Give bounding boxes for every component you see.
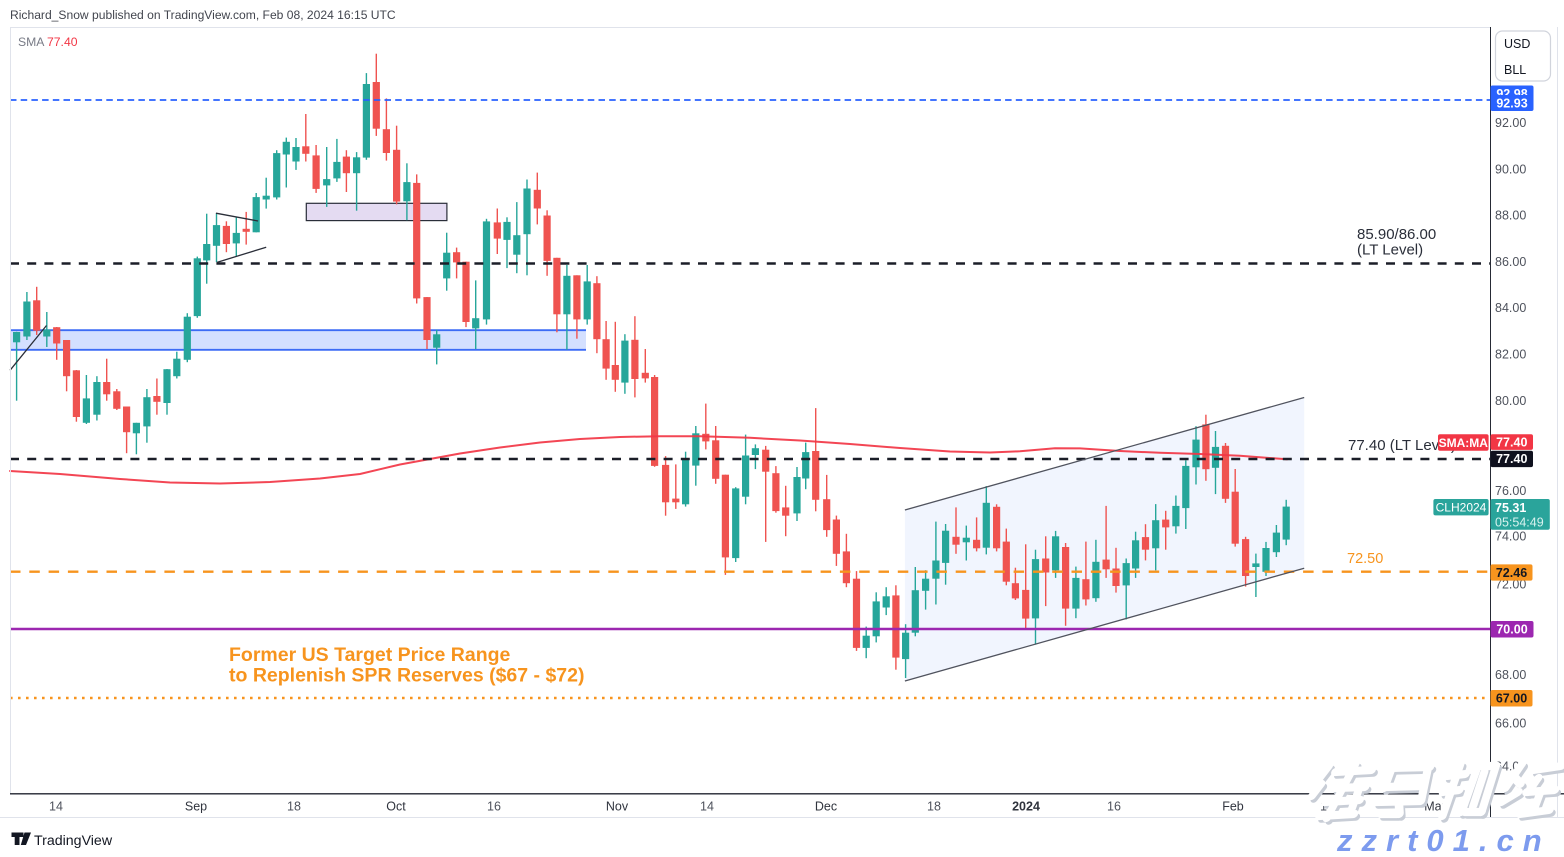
svg-text:2024: 2024 <box>1012 800 1040 814</box>
svg-text:72.00: 72.00 <box>1495 578 1526 592</box>
svg-text:18: 18 <box>927 800 941 814</box>
svg-text:SMA:MA: SMA:MA <box>1439 436 1489 450</box>
svg-text:92.93: 92.93 <box>1496 96 1527 110</box>
svg-text:67.00: 67.00 <box>1496 692 1527 706</box>
svg-text:Dec: Dec <box>815 800 837 814</box>
svg-text:72.46: 72.46 <box>1496 566 1527 580</box>
svg-text:77.40: 77.40 <box>1496 452 1527 466</box>
svg-text:77.40 (LT Level): 77.40 (LT Level) <box>1348 437 1456 454</box>
svg-text:86.00: 86.00 <box>1495 255 1526 269</box>
svg-text:68.00: 68.00 <box>1495 668 1526 682</box>
svg-text:Former US Target Price Range: Former US Target Price Range <box>229 644 511 666</box>
svg-text:88.00: 88.00 <box>1495 209 1526 223</box>
svg-text:82.00: 82.00 <box>1495 348 1526 362</box>
svg-text:84.00: 84.00 <box>1495 301 1526 315</box>
svg-text:74.00: 74.00 <box>1495 530 1526 544</box>
svg-text:BLL: BLL <box>1504 63 1526 77</box>
svg-text:18: 18 <box>287 800 301 814</box>
svg-text:TradingView: TradingView <box>34 833 113 849</box>
svg-text:70.00: 70.00 <box>1496 623 1527 637</box>
svg-text:Feb: Feb <box>1222 800 1244 814</box>
svg-text:77.40: 77.40 <box>47 35 78 49</box>
svg-text:76.00: 76.00 <box>1495 484 1526 498</box>
svg-text:90.00: 90.00 <box>1495 163 1526 177</box>
svg-text:Oct: Oct <box>386 800 406 814</box>
svg-text:72.50: 72.50 <box>1347 551 1383 567</box>
svg-text:05:54:49: 05:54:49 <box>1495 516 1544 530</box>
svg-text:80.00: 80.00 <box>1495 394 1526 408</box>
svg-text:92.00: 92.00 <box>1495 116 1526 130</box>
svg-text:77.40: 77.40 <box>1496 435 1527 449</box>
svg-text:USD: USD <box>1504 37 1530 51</box>
svg-text:Mar: Mar <box>1424 800 1446 814</box>
svg-text:14: 14 <box>49 800 63 814</box>
svg-text:14: 14 <box>700 800 714 814</box>
svg-text:16: 16 <box>487 800 501 814</box>
svg-text:66.00: 66.00 <box>1495 716 1526 730</box>
svg-text:16: 16 <box>1107 800 1121 814</box>
svg-text:to Replenish SPR Reserves ($67: to Replenish SPR Reserves ($67 - $72) <box>229 665 585 687</box>
svg-text:CLH2024: CLH2024 <box>1436 501 1487 515</box>
svg-text:Richard_Snow published on Trad: Richard_Snow published on TradingView.co… <box>10 8 396 22</box>
svg-text:zzrt01.cn: zzrt01.cn <box>1336 823 1551 857</box>
svg-text:SMA: SMA <box>18 35 45 49</box>
svg-text:Sep: Sep <box>185 800 207 814</box>
svg-text:Nov: Nov <box>606 800 629 814</box>
svg-text:(LT Level): (LT Level) <box>1357 242 1423 259</box>
svg-text:85.90/86.00: 85.90/86.00 <box>1357 226 1436 243</box>
svg-text:75.31: 75.31 <box>1495 501 1526 515</box>
